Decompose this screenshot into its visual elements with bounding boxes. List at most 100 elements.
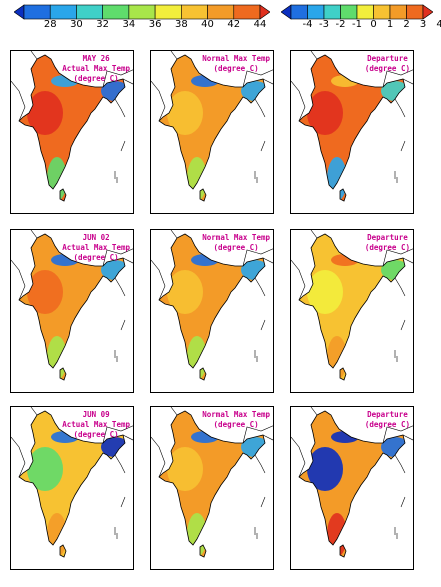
departure-colorbar	[281, 4, 433, 20]
sri-lanka-outline	[339, 188, 347, 202]
panel-title: Normal Max Temp (degree C)	[202, 54, 270, 74]
departure-colorbar-swatch	[389, 4, 407, 20]
south-region	[187, 336, 207, 380]
west-region	[307, 447, 343, 491]
panel-title: Departure (degree C)	[365, 233, 410, 253]
south-region	[187, 157, 207, 201]
panel-title-line: (degree C)	[364, 243, 410, 252]
andaman-islands	[114, 350, 118, 362]
departure-colorbar-swatch	[356, 4, 374, 20]
departure-colorbar-tick-label: -3	[319, 19, 329, 30]
sri-lanka-outline	[59, 367, 67, 381]
actual-colorbar-tick-label: 44	[253, 19, 267, 30]
panel-title-line: Actual Max Temp	[62, 64, 130, 73]
sri-lanka-outline	[339, 544, 347, 558]
andaman-islands	[114, 171, 118, 183]
sri-lanka-outline	[59, 544, 67, 558]
neighbour-borders	[291, 407, 413, 508]
departure-colorbar-tick-label: 4	[436, 19, 441, 30]
panel-title-line: (degree C)	[73, 430, 119, 439]
andaman-islands	[254, 527, 258, 539]
departure-colorbar-swatch	[290, 4, 308, 20]
temperature-field	[299, 234, 405, 380]
west-region	[167, 91, 203, 135]
neighbour-borders	[291, 51, 413, 152]
actual-colorbar-swatch	[23, 4, 51, 20]
india-outline	[298, 233, 406, 369]
map-panel: Normal Max Temp (degree C)	[150, 50, 274, 214]
panel-title-line: Departure	[367, 410, 408, 419]
actual-colorbar-tick-label: 30	[70, 19, 83, 30]
south-region	[47, 336, 67, 380]
map-panel: JUN 09 Actual Max Temp (degree C)	[10, 406, 134, 570]
panel-title-line: Departure	[367, 233, 408, 242]
panel-title-line: (degree C)	[364, 64, 410, 73]
neighbour-borders	[11, 51, 133, 152]
map-panel: Departure (degree C)	[290, 406, 414, 570]
departure-colorbar-tick-label: 3	[419, 19, 427, 30]
panel-title-line: MAY 26	[82, 54, 110, 63]
actual-colorbar-swatch	[259, 4, 270, 20]
andaman-islands	[394, 171, 398, 183]
departure-colorbar-tick-label: -4	[302, 19, 313, 30]
actual-colorbar-tick-label: 36	[148, 19, 162, 30]
actual-colorbar-tick-label: 42	[227, 19, 241, 30]
departure-colorbar-swatch	[373, 4, 391, 20]
temperature-field	[299, 55, 405, 201]
departure-colorbar-tick-label: -1	[352, 19, 362, 30]
actual-colorbar-tick-label: 28	[43, 19, 57, 30]
south-region	[47, 513, 67, 557]
andaman-islands	[394, 527, 398, 539]
panel-title: Normal Max Temp (degree C)	[202, 410, 270, 430]
panel-title: Departure (degree C)	[365, 54, 410, 74]
sri-lanka-outline	[199, 367, 207, 381]
india-outline	[298, 54, 406, 190]
panel-title-line: (degree C)	[213, 243, 259, 252]
temperature-field	[159, 411, 265, 557]
actual-colorbar-swatch	[14, 4, 25, 20]
panel-title: JUN 02 Actual Max Temp (degree C)	[62, 233, 130, 263]
panel-title-line: Departure	[367, 54, 408, 63]
departure-colorbar-tick-label: 2	[403, 19, 410, 30]
sri-lanka-outline	[199, 544, 207, 558]
india-outline	[158, 54, 266, 190]
departure-colorbar-tick-label: 0	[370, 19, 377, 30]
west-region	[27, 270, 63, 314]
sri-lanka-outline	[199, 188, 207, 202]
andaman-islands	[394, 350, 398, 362]
panel-title: JUN 09 Actual Max Temp (degree C)	[62, 410, 130, 440]
panel-title-line: Normal Max Temp	[202, 410, 270, 419]
departure-colorbar-swatch	[323, 4, 341, 20]
departure-colorbar-swatch	[340, 4, 358, 20]
map-panel: MAY 26 Actual Max Temp (degree C)	[10, 50, 134, 214]
departure-colorbar-swatch	[422, 4, 433, 20]
west-region	[167, 447, 203, 491]
map-panel: JUN 02 Actual Max Temp (degree C)	[10, 229, 134, 393]
neighbour-borders	[11, 407, 133, 508]
departure-colorbar-swatch	[406, 4, 424, 20]
actual-colorbar-swatch	[181, 4, 208, 20]
panel-title-line: (degree C)	[213, 64, 259, 73]
actual-colorbar-swatch	[233, 4, 261, 20]
neighbour-borders	[11, 230, 133, 331]
actual-temp-colorbar	[14, 4, 270, 20]
panel-title-line: Actual Max Temp	[62, 243, 130, 252]
india-outline	[158, 233, 266, 369]
south-region	[327, 336, 347, 380]
map-panel: Departure (degree C)	[290, 229, 414, 393]
departure-colorbar-swatch	[281, 4, 292, 20]
india-outline	[158, 410, 266, 546]
west-region	[167, 270, 203, 314]
panel-title-line: Normal Max Temp	[202, 233, 270, 242]
map-panel: Normal Max Temp (degree C)	[150, 406, 274, 570]
panel-title-line: (degree C)	[364, 420, 410, 429]
neighbour-borders	[291, 230, 413, 331]
temperature-field	[299, 411, 405, 557]
andaman-islands	[254, 171, 258, 183]
panel-title-line: JUN 02	[82, 233, 110, 242]
west-region	[307, 270, 343, 314]
actual-colorbar-swatch	[207, 4, 235, 20]
south-region	[327, 157, 347, 201]
india-outline	[18, 54, 126, 190]
panel-title-line: (degree C)	[73, 74, 119, 83]
